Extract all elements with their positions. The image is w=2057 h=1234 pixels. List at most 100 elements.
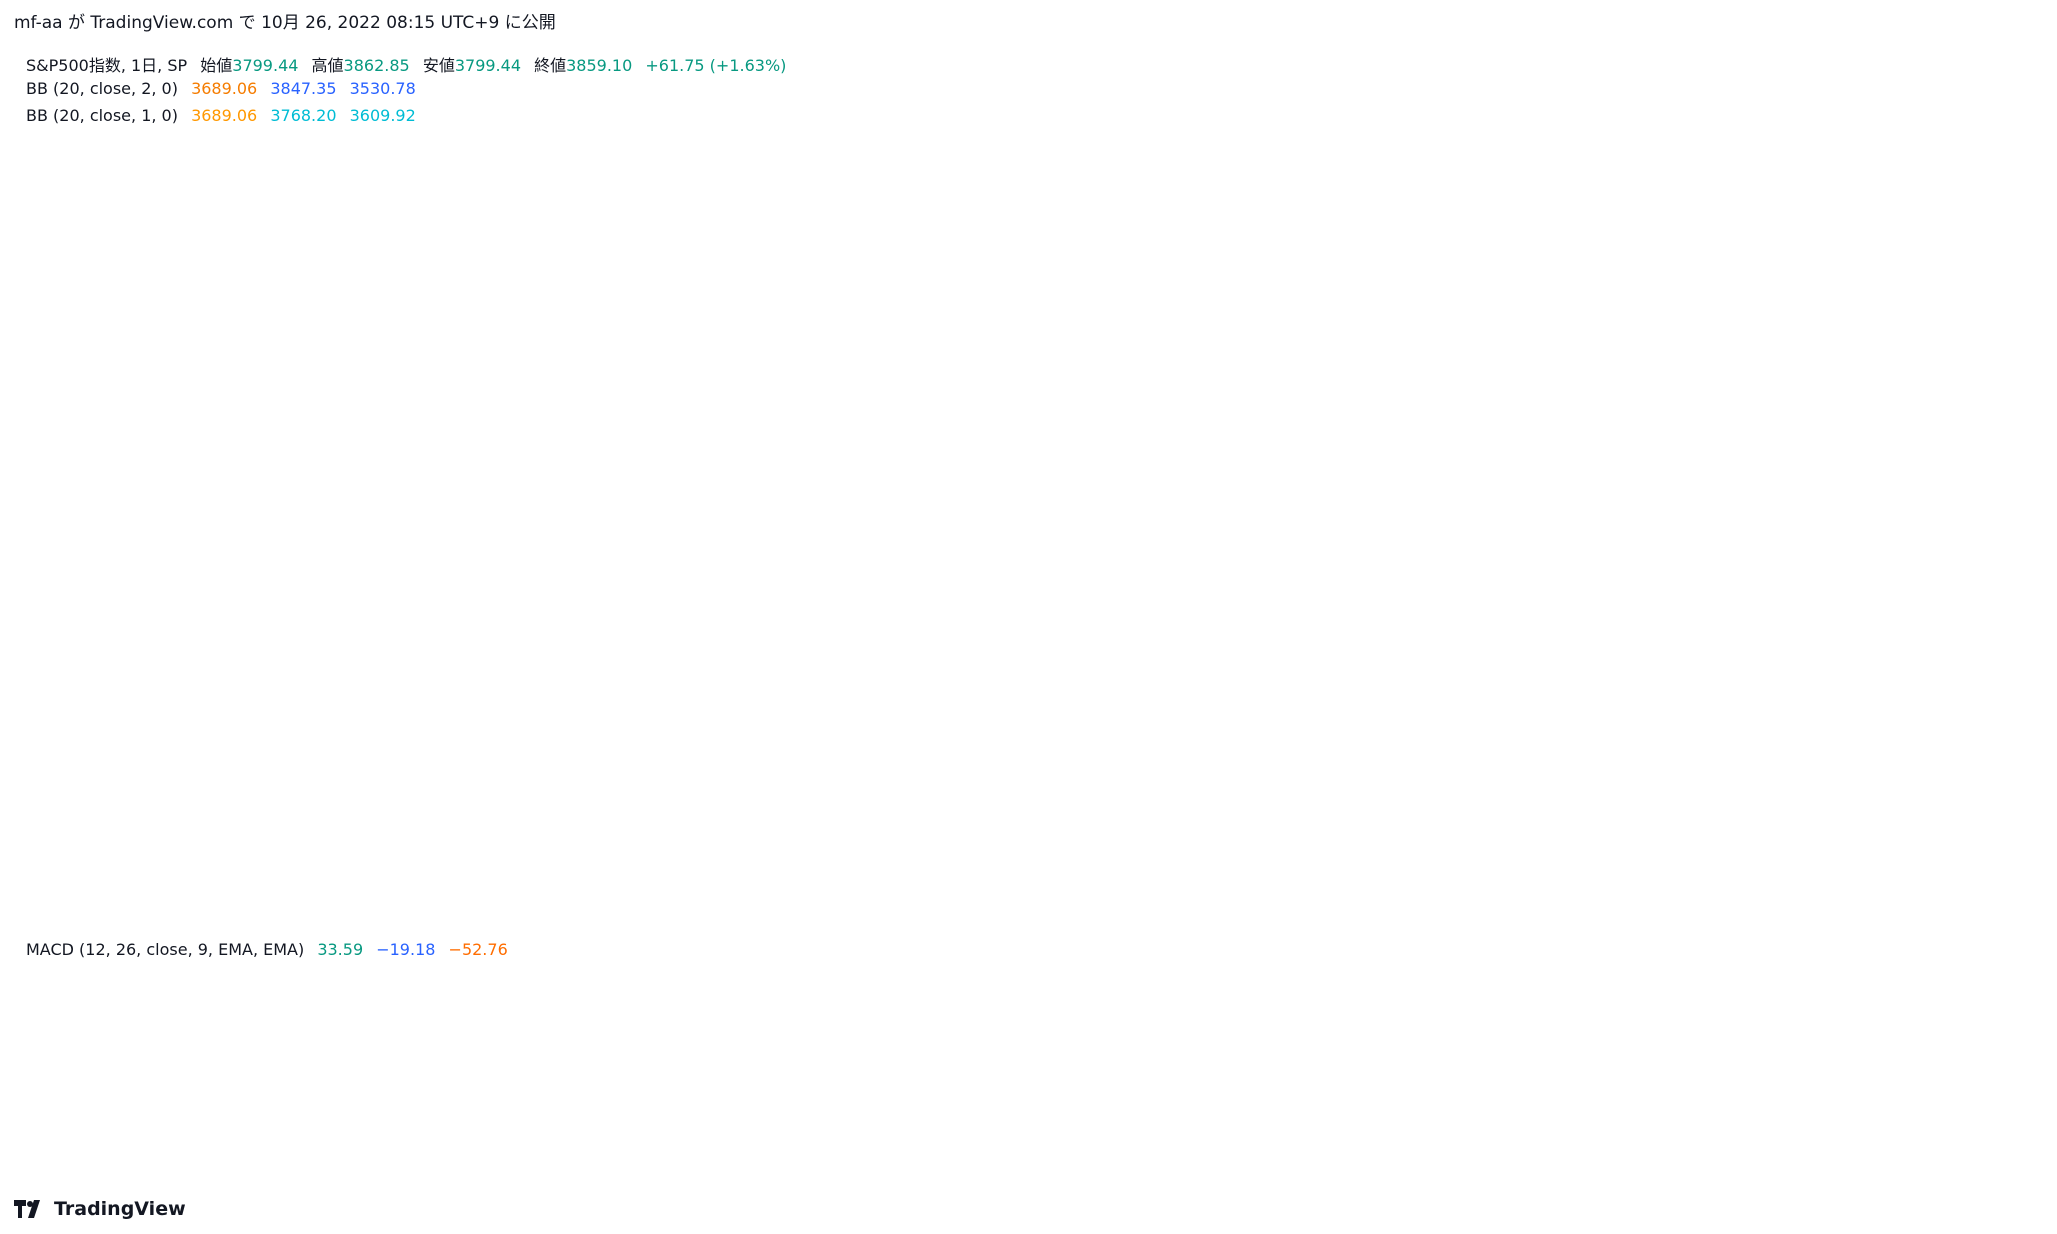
candle-body[interactable] xyxy=(1652,626,1659,651)
candle-body[interactable] xyxy=(818,547,825,572)
candle-body[interactable] xyxy=(503,207,510,211)
candle-body[interactable] xyxy=(533,219,540,242)
candle-body[interactable] xyxy=(1132,629,1139,657)
candle-body[interactable] xyxy=(680,414,687,437)
candle-body[interactable] xyxy=(1063,667,1070,692)
candle-body[interactable] xyxy=(1367,387,1374,402)
candle-body[interactable] xyxy=(366,391,373,425)
bb2-legend[interactable]: BB (20, close, 2, 0) 3689.06 3847.35 353… xyxy=(26,79,424,98)
candle-body[interactable] xyxy=(778,578,785,594)
candle-body[interactable] xyxy=(543,248,550,269)
candle-body[interactable] xyxy=(1338,430,1345,432)
candle-body[interactable] xyxy=(229,285,236,309)
candle-body[interactable] xyxy=(52,328,59,332)
candle-body[interactable] xyxy=(1779,678,1786,680)
candle-body[interactable] xyxy=(1799,677,1806,727)
candle-body[interactable] xyxy=(1377,383,1384,401)
bb1-label[interactable]: BB (20, close, 1, 0) xyxy=(26,106,178,125)
candle-body[interactable] xyxy=(248,292,255,346)
candle-body[interactable] xyxy=(523,226,530,230)
candle-body[interactable] xyxy=(621,307,628,310)
candle-body[interactable] xyxy=(1544,601,1551,611)
candle-body[interactable] xyxy=(199,265,206,268)
candle-body[interactable] xyxy=(1200,657,1207,683)
candle-body[interactable] xyxy=(1554,563,1561,607)
candle-body[interactable] xyxy=(1887,733,1894,756)
candle-body[interactable] xyxy=(1033,700,1041,719)
bb2-label[interactable]: BB (20, close, 2, 0) xyxy=(26,79,178,98)
candle-body[interactable] xyxy=(1151,640,1158,646)
candle-body[interactable] xyxy=(739,438,746,469)
candle-body[interactable] xyxy=(1711,732,1718,762)
candle-body[interactable] xyxy=(1416,384,1423,398)
candle-body[interactable] xyxy=(552,260,560,268)
candle-body[interactable] xyxy=(1622,631,1629,638)
candle-body[interactable] xyxy=(1721,743,1728,770)
candle-body[interactable] xyxy=(955,474,962,480)
candle-body[interactable] xyxy=(1770,685,1777,738)
candle-body[interactable] xyxy=(445,290,452,320)
candle-body[interactable] xyxy=(690,389,697,408)
candle-body[interactable] xyxy=(395,407,403,423)
candle-body[interactable] xyxy=(1750,772,1757,778)
candle-body[interactable] xyxy=(189,251,196,266)
candle-body[interactable] xyxy=(1691,689,1698,731)
candle-body[interactable] xyxy=(651,344,658,371)
candle-body[interactable] xyxy=(1917,676,1924,714)
candle-body[interactable] xyxy=(749,469,756,496)
candle-body[interactable] xyxy=(945,481,952,497)
candle-body[interactable] xyxy=(1348,409,1355,427)
candle-body[interactable] xyxy=(582,302,589,308)
candle-body[interactable] xyxy=(160,242,167,249)
candle-body[interactable] xyxy=(660,365,668,396)
candle-body[interactable] xyxy=(935,488,942,497)
candle-body[interactable] xyxy=(876,546,883,619)
candle-body[interactable] xyxy=(768,542,776,600)
candle-body[interactable] xyxy=(1495,527,1502,554)
candle-body[interactable] xyxy=(1632,623,1639,638)
candle-body[interactable] xyxy=(1249,562,1256,566)
candle-body[interactable] xyxy=(1279,486,1286,527)
candle-body[interactable] xyxy=(896,467,903,473)
candle-body[interactable] xyxy=(1563,528,1571,567)
candle-body[interactable] xyxy=(1613,595,1620,636)
candle-body[interactable] xyxy=(925,466,933,491)
candle-body[interactable] xyxy=(287,340,295,342)
candle-body[interactable] xyxy=(494,206,501,214)
candle-body[interactable] xyxy=(170,248,177,259)
candle-body[interactable] xyxy=(1083,622,1090,659)
candle-body[interactable] xyxy=(1308,475,1315,488)
candle-body[interactable] xyxy=(1505,551,1512,557)
candle-body[interactable] xyxy=(1210,654,1217,685)
candle-body[interactable] xyxy=(1387,388,1394,390)
candle-body[interactable] xyxy=(317,326,324,350)
candle-body[interactable] xyxy=(278,339,285,360)
candle-body[interactable] xyxy=(1838,801,1845,804)
candle-body[interactable] xyxy=(788,569,795,586)
candle-body[interactable] xyxy=(1760,733,1767,783)
macd-label[interactable]: MACD (12, 26, close, 9, EMA, EMA) xyxy=(26,940,305,959)
candle-body[interactable] xyxy=(906,458,913,475)
candle-body[interactable] xyxy=(111,236,118,238)
candle-body[interactable] xyxy=(474,245,481,264)
candle-body[interactable] xyxy=(1603,569,1610,598)
candle-body[interactable] xyxy=(1004,712,1011,723)
candle-body[interactable] xyxy=(1828,790,1836,803)
candle-body[interactable] xyxy=(592,274,599,295)
candle-body[interactable] xyxy=(1269,523,1276,552)
candle-body[interactable] xyxy=(1357,383,1364,414)
candle-body[interactable] xyxy=(1858,759,1865,793)
candle-body[interactable] xyxy=(72,310,79,338)
candle-body[interactable] xyxy=(327,318,334,409)
candle-body[interactable] xyxy=(1514,554,1521,563)
candle-body[interactable] xyxy=(994,652,1001,711)
candle-body[interactable] xyxy=(376,418,383,428)
candle-body[interactable] xyxy=(81,284,88,308)
candle-body[interactable] xyxy=(130,223,138,232)
candle-body[interactable] xyxy=(1426,381,1433,396)
candle-body[interactable] xyxy=(346,399,353,408)
candle-body[interactable] xyxy=(1475,475,1482,489)
candle-body[interactable] xyxy=(1043,691,1050,707)
candle-body[interactable] xyxy=(719,449,726,472)
